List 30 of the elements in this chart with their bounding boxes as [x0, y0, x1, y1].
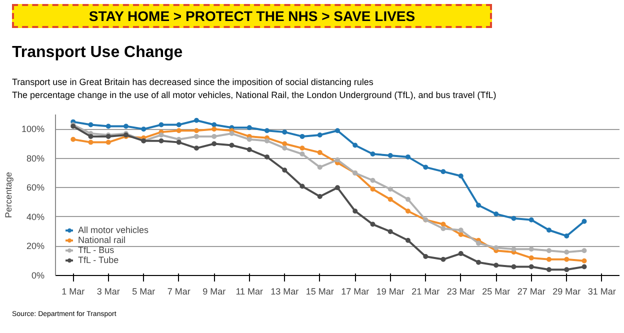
legend-label: TfL - Bus — [78, 245, 114, 255]
x-tick-label: 11 Mar — [236, 286, 264, 296]
x-tick-label: 5 Mar — [132, 286, 156, 296]
chart-subtitle: Transport use in Great Britain has decreased since the imposition of social distancing rules The percentage change in the use of all motor vehicles, National Rail, the London Underground (TfL), and bus travel (TfL) — [12, 76, 496, 102]
y-tick-label: 100% — [21, 124, 45, 134]
text: STAY HOME > PROTECT THE NHS > SAVE LIVES — [12, 4, 492, 28]
legend-label: All motor vehicles — [78, 225, 149, 235]
x-tick-label: 27 Mar — [517, 286, 546, 296]
x-tick-label: 17 Mar — [341, 286, 370, 296]
y-tick-label: 0% — [31, 270, 45, 280]
chart-title: Transport Use Change — [12, 44, 183, 62]
x-tick-label: 29 Mar — [552, 286, 581, 296]
y-tick-label: 20% — [26, 241, 44, 252]
legend-label: TfL - Tube — [78, 255, 119, 265]
x-tick-label: 15 Mar — [306, 286, 334, 296]
y-tick-label: 60% — [26, 182, 44, 193]
x-tick-label: 13 Mar — [270, 286, 299, 296]
x-tick-label: 3 Mar — [96, 286, 120, 296]
x-tick-label: 1 Mar — [62, 286, 85, 296]
legend-label: National rail — [78, 235, 126, 245]
x-tick-label: 25 Mar — [482, 286, 510, 296]
x-tick-label: 31 Mar — [588, 286, 616, 296]
x-tick-label: 21 Mar — [412, 286, 440, 296]
x-tick-label: 23 Mar — [446, 286, 475, 296]
y-axis-title: Percentage — [3, 172, 14, 218]
x-tick-label: 19 Mar — [376, 286, 404, 296]
x-tick-label: 7 Mar — [167, 286, 190, 296]
y-tick-label: 80% — [26, 153, 44, 164]
x-tick-label: 9 Mar — [202, 286, 226, 296]
y-tick-label: 40% — [26, 212, 44, 222]
